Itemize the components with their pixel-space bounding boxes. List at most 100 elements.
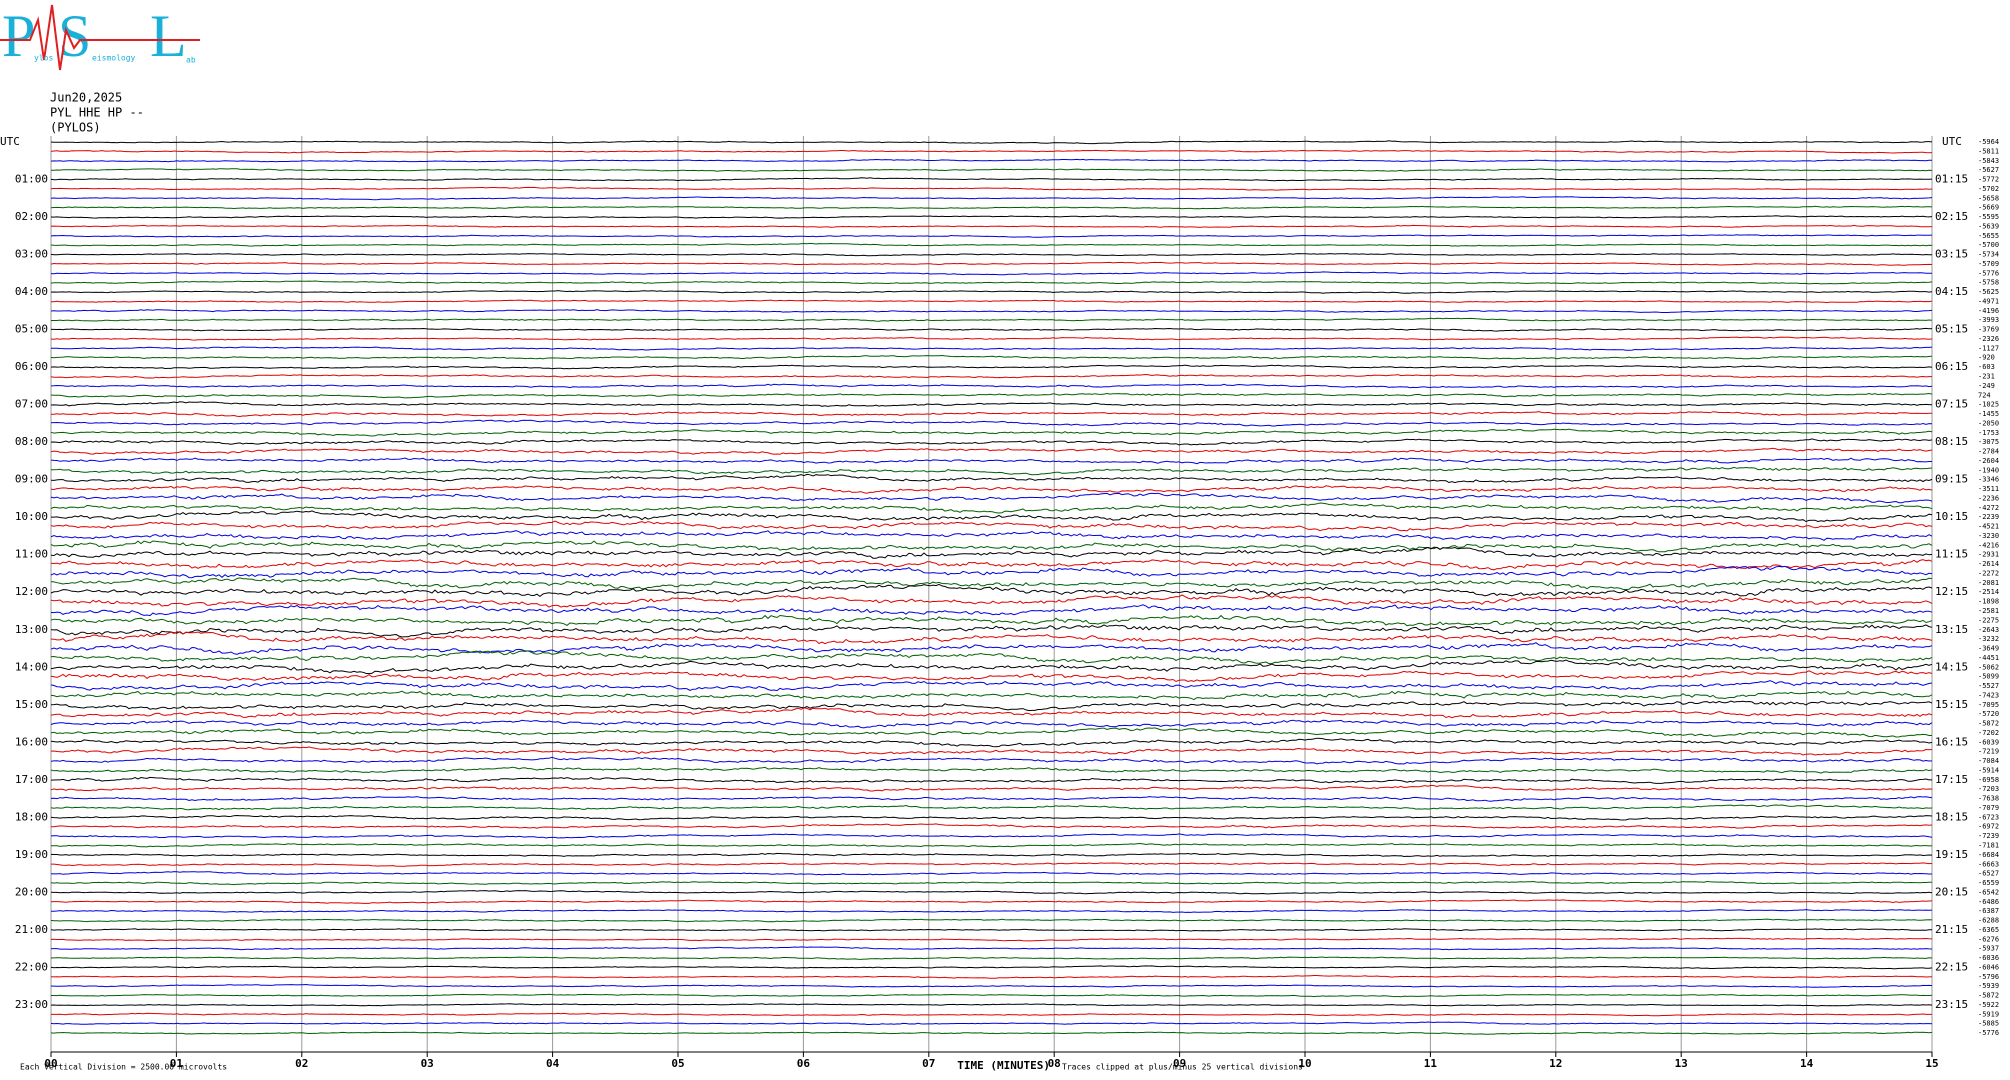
trace-offset: -2931 (1978, 551, 1999, 559)
trace (50, 149, 1933, 154)
trace (50, 492, 1933, 504)
trace (50, 457, 1932, 465)
trace (50, 158, 1932, 163)
trace-offset: -6039 (1978, 738, 1999, 746)
right-time-label: 14:15 (1935, 660, 1968, 673)
trace (50, 804, 1933, 811)
trace (50, 520, 1933, 532)
logo: P S L ylos eismology ab (0, 3, 200, 71)
trace (50, 438, 1933, 446)
trace-offset: -6559 (1978, 879, 1999, 887)
trace-offset: -3993 (1978, 316, 1999, 324)
trace-offset: -5625 (1978, 288, 1999, 296)
trace (50, 983, 1933, 988)
left-time-label: 22:00 (15, 960, 48, 973)
trace-offset: -6958 (1978, 776, 1999, 784)
trace (50, 937, 1933, 942)
trace (50, 719, 1933, 729)
trace (51, 1012, 1932, 1017)
footer-clip: Traces clipped at plus/minus 25 vertical… (1062, 1063, 1303, 1072)
trace (50, 1003, 1933, 1007)
trace-offset: -7203 (1978, 785, 1999, 793)
trace-offset: -2272 (1978, 569, 1999, 577)
trace-offset: -2643 (1978, 626, 1999, 634)
trace (50, 583, 1933, 598)
right-time-label: 11:15 (1935, 548, 1968, 561)
trace (50, 290, 1933, 294)
trace-offset: -5709 (1978, 260, 1999, 268)
trace-offset: -920 (1978, 354, 1995, 362)
trace-offset: -2050 (1978, 419, 1999, 427)
trace-offset: -1127 (1978, 344, 1999, 352)
trace (50, 614, 1933, 627)
x-tick-label: 07 (922, 1057, 935, 1070)
trace-offset: -5720 (1978, 710, 1999, 718)
right-time-label: 13:15 (1935, 623, 1968, 636)
right-time-label: 02:15 (1935, 210, 1968, 223)
left-time-label: 11:00 (15, 548, 48, 561)
trace-offset: -249 (1978, 382, 1995, 390)
x-axis-title: TIME (MINUTES) (957, 1059, 1050, 1072)
right-time-label: 04:15 (1935, 285, 1968, 298)
logo-letter: L (150, 3, 187, 69)
trace (50, 234, 1933, 238)
trace-offset: -5669 (1978, 204, 1999, 212)
trace (50, 946, 1933, 951)
trace (50, 392, 1933, 399)
right-time-label: 16:15 (1935, 735, 1968, 748)
trace-offset: -4971 (1978, 297, 1999, 305)
right-time-label: 19:15 (1935, 848, 1968, 861)
trace (50, 196, 1933, 201)
trace-offset: -5099 (1978, 673, 1999, 681)
trace (50, 546, 1933, 559)
trace-offset: -2081 (1978, 579, 1999, 587)
trace-offset: -4196 (1978, 307, 1999, 315)
logo-text: ylos (34, 54, 53, 63)
trace (50, 833, 1933, 839)
trace (50, 565, 1933, 579)
x-tick-label: 04 (546, 1057, 560, 1070)
trace-offset: -5627 (1978, 166, 1999, 174)
trace-offset: -6723 (1978, 813, 1999, 821)
left-time-label: 06:00 (15, 360, 48, 373)
trace-offset: -3232 (1978, 635, 1999, 643)
trace-offset: -5776 (1978, 269, 1999, 277)
right-time-label: 12:15 (1935, 585, 1968, 598)
trace-offset: -7239 (1978, 832, 1999, 840)
trace-offset: -6365 (1978, 926, 1999, 934)
trace-offset: -2604 (1978, 457, 1999, 465)
trace (50, 354, 1933, 360)
trace-offset: -6486 (1978, 898, 1999, 906)
trace-offset: -7219 (1978, 748, 1999, 756)
trace-offset: -5595 (1978, 213, 1999, 221)
trace-offset: -6527 (1978, 870, 1999, 878)
left-time-label: 07:00 (15, 398, 48, 411)
trace (50, 624, 1933, 638)
trace (50, 577, 1933, 591)
trace-offset: -1753 (1978, 429, 1999, 437)
left-time-label: 03:00 (15, 248, 48, 261)
trace-offset: -5527 (1978, 682, 1999, 690)
trace-offset: -5811 (1978, 147, 1999, 155)
trace (50, 168, 1933, 172)
trace-offset: -5939 (1978, 982, 1999, 990)
trace (51, 510, 1933, 523)
right-time-label: 22:15 (1935, 960, 1968, 973)
trace (50, 364, 1933, 370)
left-time-label: 23:00 (15, 998, 48, 1011)
left-time-label: 18:00 (15, 810, 48, 823)
trace (50, 670, 1933, 683)
trace (50, 956, 1933, 960)
right-time-label: 08:15 (1935, 435, 1968, 448)
x-tick-label: 01 (170, 1057, 184, 1070)
right-time-label: 15:15 (1935, 698, 1968, 711)
trace-offset: -6542 (1978, 888, 1999, 896)
trace (50, 756, 1933, 765)
trace (50, 401, 1933, 407)
trace-offset: -5919 (1978, 1010, 1999, 1018)
trace (51, 346, 1933, 351)
trace-offset: -6972 (1978, 823, 1999, 831)
trace (50, 975, 1933, 979)
trace-offset: -3511 (1978, 485, 1999, 493)
trace-offset: -5964 (1978, 138, 1999, 146)
